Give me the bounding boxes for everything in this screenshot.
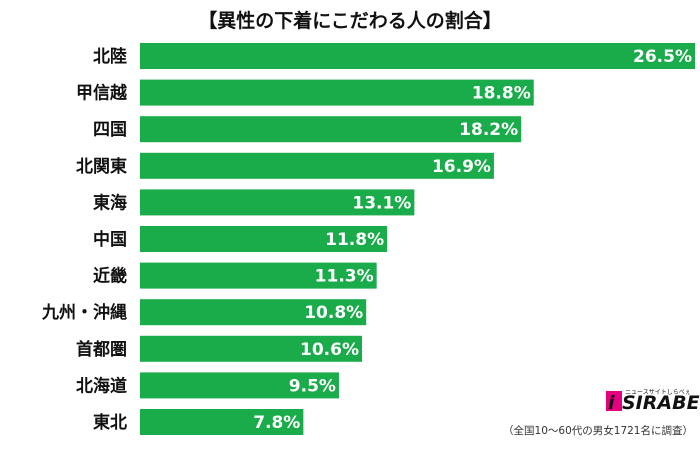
value-label-8: 10.8% xyxy=(304,303,363,323)
category-label-10: 北海道 xyxy=(76,375,127,396)
category-label-6: 中国 xyxy=(93,229,127,250)
bar-10 xyxy=(140,372,339,399)
bars-group: 北陸 26.5% 甲信越 18.8% 四国 18.2% 北関東 16.9% 東海 13.1% 中国 1… xyxy=(41,43,695,435)
value-label-11: 7.8% xyxy=(253,413,300,433)
chart-title: 【異性の下着にこだわる人の割合】 xyxy=(198,9,502,32)
bar-6 xyxy=(140,226,388,252)
category-label-8: 九州・沖縄 xyxy=(41,302,127,323)
value-label-7: 11.3% xyxy=(315,267,374,287)
bar-1 xyxy=(140,43,695,69)
survey-note: （全国10～60代の男女1721名に調査） xyxy=(503,424,693,437)
category-label-7: 近畿 xyxy=(93,266,127,287)
category-label-9: 首都圏 xyxy=(76,339,127,360)
value-label-6: 11.8% xyxy=(325,230,384,250)
logo-wordmark: SIRABEE xyxy=(622,392,700,414)
bar-3 xyxy=(140,116,522,143)
bar-8 xyxy=(140,299,367,326)
bar-4 xyxy=(140,152,494,179)
category-label-5: 東海 xyxy=(93,192,127,213)
category-label-11: 東北 xyxy=(93,412,127,433)
category-label-3: 四国 xyxy=(93,120,127,140)
bar-7 xyxy=(140,262,377,289)
bar-9 xyxy=(140,335,362,362)
value-label-3: 18.2% xyxy=(459,120,518,140)
category-label-4: 北関東 xyxy=(76,156,127,177)
value-label-9: 10.6% xyxy=(300,340,359,360)
bar-11 xyxy=(140,409,304,435)
logo-accent-block xyxy=(606,391,622,411)
logo-tagline: ニュースサイトしらべぇ xyxy=(625,389,691,396)
value-label-10: 9.5% xyxy=(289,376,336,396)
value-label-2: 18.8% xyxy=(472,84,531,104)
category-label-1: 北陸 xyxy=(93,46,127,67)
logo-accent-letter: i xyxy=(608,392,615,414)
value-label-4: 16.9% xyxy=(432,157,491,177)
sirabee-logo: i SIRABEE ニュースサイトしらべぇ xyxy=(606,389,700,414)
bar-5 xyxy=(140,189,415,216)
value-label-1: 26.5% xyxy=(633,47,692,67)
bar-2 xyxy=(140,79,534,106)
value-label-5: 13.1% xyxy=(352,193,411,213)
category-label-2: 甲信越 xyxy=(76,83,128,104)
